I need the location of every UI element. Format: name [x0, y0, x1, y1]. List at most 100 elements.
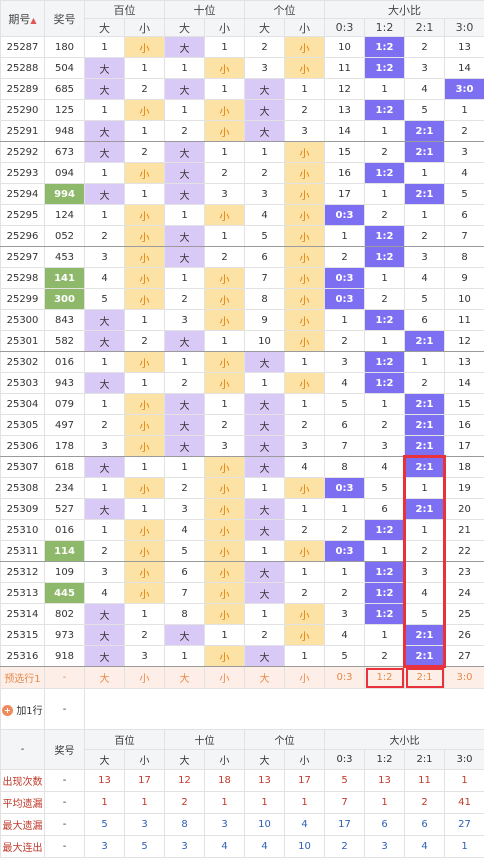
hit-cell: 大 [165, 415, 205, 436]
add-row: 加1行- [1, 689, 484, 730]
hit-cell: 小 [205, 100, 245, 121]
draw-number: 180 [45, 37, 85, 58]
stat-label: 平均遗漏 [1, 792, 45, 814]
miss-count: 23 [445, 562, 484, 583]
miss-count: 2 [125, 625, 165, 646]
draw-number: 973 [45, 625, 85, 646]
stat-value: 3 [125, 814, 165, 836]
hit-cell: 1:2 [365, 37, 405, 58]
hit-cell: 小 [125, 289, 165, 310]
issue: 25287 [1, 37, 45, 58]
miss-count: 4 [285, 457, 325, 478]
add-row-button[interactable]: 加1行 [1, 689, 45, 730]
empty-area [85, 689, 484, 730]
issue: 25293 [1, 163, 45, 184]
issue: 25301 [1, 331, 45, 352]
hit-cell: 大 [85, 184, 125, 205]
issue: 25294 [1, 184, 45, 205]
miss-count: 2 [325, 583, 365, 604]
sub-header: 2:1 [405, 19, 445, 37]
miss-count: 2 [205, 247, 245, 268]
sub-header: 2:1 [405, 750, 445, 770]
miss-count: 5 [405, 289, 445, 310]
miss-count: 3 [445, 142, 484, 163]
miss-count: 8 [325, 457, 365, 478]
sub-header: 小 [285, 750, 325, 770]
hit-cell: 小 [285, 163, 325, 184]
miss-count: 5 [365, 478, 405, 499]
issue: 25290 [1, 100, 45, 121]
draw-number: 453 [45, 247, 85, 268]
hit-cell: 1:2 [365, 100, 405, 121]
group-header: 个位 [245, 1, 325, 19]
preselect-cell: 3:0 [445, 667, 484, 689]
issue: 25291 [1, 121, 45, 142]
miss-count: 1 [85, 37, 125, 58]
miss-count: 1 [285, 646, 325, 667]
miss-count: 15 [445, 394, 484, 415]
miss-count: 17 [325, 184, 365, 205]
miss-count: 3 [85, 436, 125, 457]
hit-cell: 大 [245, 394, 285, 415]
stat-value: 17 [125, 770, 165, 792]
miss-count: 1 [125, 373, 165, 394]
miss-count: 2 [325, 331, 365, 352]
miss-count: 2 [325, 247, 365, 268]
hit-cell: 大 [165, 394, 205, 415]
miss-count: 1 [125, 457, 165, 478]
preselect-label: 预选行1 [1, 667, 45, 689]
miss-count: 25 [445, 604, 484, 625]
hit-cell: 0:3 [325, 289, 365, 310]
hit-cell: 大 [85, 373, 125, 394]
miss-count: 12 [445, 331, 484, 352]
miss-count: 3 [285, 121, 325, 142]
miss-count: 6 [365, 499, 405, 520]
miss-count: 3 [205, 436, 245, 457]
stat-value: 1 [205, 792, 245, 814]
miss-count: 1 [325, 226, 365, 247]
header-cell: - [1, 730, 45, 770]
miss-count: 2 [85, 415, 125, 436]
miss-count: 3 [405, 58, 445, 79]
miss-count: 1 [365, 394, 405, 415]
miss-count: 2 [165, 373, 205, 394]
hit-cell: 小 [125, 394, 165, 415]
miss-count: 9 [245, 310, 285, 331]
sub-header: 0:3 [325, 19, 365, 37]
hit-cell: 大 [85, 646, 125, 667]
stat-value: 4 [405, 836, 445, 858]
stat-value: 17 [285, 770, 325, 792]
miss-count: 1 [405, 352, 445, 373]
hit-cell: 小 [205, 352, 245, 373]
miss-count: 15 [325, 142, 365, 163]
miss-count: 3 [405, 562, 445, 583]
issue: 25312 [1, 562, 45, 583]
miss-count: 1 [365, 625, 405, 646]
sub-header: 大 [245, 19, 285, 37]
stat-value: 2 [165, 792, 205, 814]
hit-cell: 2:1 [405, 457, 445, 478]
issue: 25305 [1, 415, 45, 436]
miss-count: 1 [365, 121, 405, 142]
miss-count: 1 [445, 100, 484, 121]
draw-number: 504 [45, 58, 85, 79]
miss-count: 1 [85, 205, 125, 226]
miss-count: 2 [285, 583, 325, 604]
stat-value: 1 [445, 836, 484, 858]
hit-cell: 小 [285, 205, 325, 226]
miss-count: 1 [405, 205, 445, 226]
hit-cell: 小 [285, 142, 325, 163]
miss-count: 3 [245, 58, 285, 79]
sub-header: 大 [165, 19, 205, 37]
hit-cell: 大 [245, 499, 285, 520]
